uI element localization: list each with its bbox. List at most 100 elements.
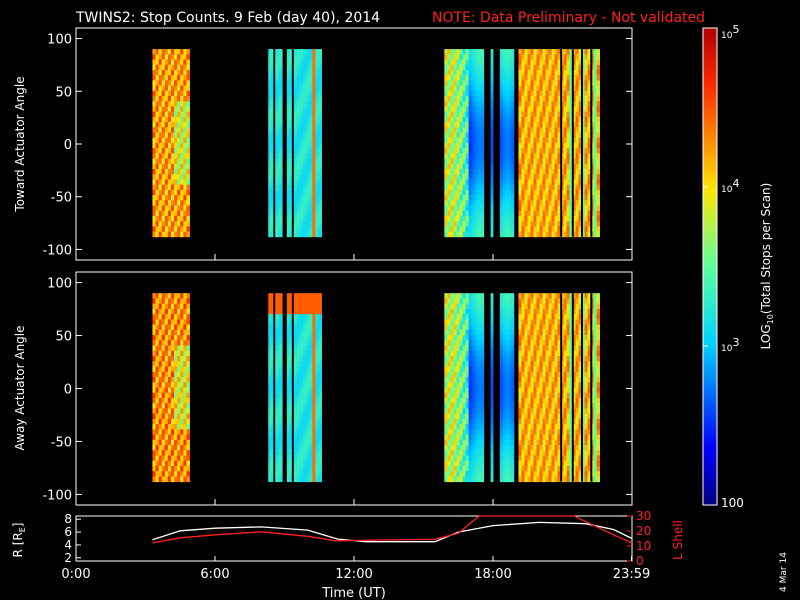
- heat-cell: [511, 210, 515, 217]
- heat-cell: [490, 413, 494, 420]
- heat-cell: [306, 127, 310, 133]
- heat-cell: [453, 345, 457, 352]
- heat-cell: [450, 350, 454, 357]
- heat-cell: [296, 122, 301, 128]
- heat-cell: [511, 137, 515, 144]
- heat-cell: [270, 329, 274, 336]
- heat-cell: [174, 158, 178, 165]
- heat-cell: [270, 80, 274, 86]
- heat-cell: [474, 132, 479, 139]
- heat-cell: [533, 361, 537, 367]
- heat-cell: [152, 434, 156, 441]
- heat-cell: [444, 434, 448, 441]
- heat-cell: [177, 335, 181, 341]
- heat-cell: [450, 439, 454, 446]
- heat-cell: [572, 392, 576, 399]
- heat-cell: [268, 455, 271, 462]
- heat-cell: [312, 439, 316, 446]
- heat-cell: [170, 205, 175, 212]
- heat-cell: [186, 392, 190, 399]
- heat-cell: [480, 96, 485, 102]
- heat-cell: [289, 80, 292, 86]
- heat-cell: [293, 424, 298, 430]
- heat-cell: [177, 350, 181, 357]
- heat-cell: [490, 450, 494, 456]
- heat-cell: [278, 345, 283, 352]
- heat-cell: [275, 408, 280, 415]
- heat-cell: [275, 106, 280, 113]
- heat-cell: [278, 142, 283, 149]
- heat-cell: [468, 356, 473, 362]
- heat-cell: [152, 85, 156, 92]
- heat-cell: [527, 476, 531, 483]
- heat-cell: [566, 460, 570, 467]
- heat-cell: [306, 142, 310, 149]
- heat-cell: [155, 169, 160, 175]
- heat-cell: [533, 200, 537, 206]
- heat-cell: [536, 80, 540, 86]
- data-gap-stripe: [581, 49, 583, 237]
- heat-cell: [566, 387, 570, 394]
- heat-cell: [315, 169, 319, 175]
- heat-cell: [536, 69, 540, 76]
- heat-cell: [303, 413, 307, 420]
- heat-cell: [505, 340, 509, 346]
- heat-cell: [521, 340, 525, 346]
- heat-cell: [293, 215, 298, 222]
- heat-cell: [533, 64, 537, 71]
- heat-cell: [312, 148, 316, 154]
- heat-cell: [447, 397, 451, 404]
- heat-cell: [270, 163, 274, 170]
- heat-cell: [183, 324, 187, 331]
- heat-cell: [474, 298, 479, 305]
- heat-cell: [155, 403, 160, 409]
- heat-cell: [545, 90, 549, 97]
- heat-cell: [278, 319, 283, 325]
- heat-cell: [161, 445, 166, 451]
- heat-cell: [318, 387, 322, 394]
- heat-cell: [155, 397, 160, 404]
- heat-cell: [545, 356, 549, 362]
- heat-cell: [161, 226, 166, 232]
- heat-cell: [539, 366, 543, 373]
- heat-cell: [569, 303, 573, 310]
- heat-cell: [270, 205, 274, 212]
- heat-cell: [286, 293, 290, 299]
- heat-cell: [444, 142, 448, 149]
- heat-cell: [468, 64, 473, 71]
- heat-cell: [155, 382, 160, 388]
- heat-cell: [164, 303, 169, 310]
- heat-cell: [557, 226, 561, 232]
- heat-cell: [527, 163, 531, 170]
- heat-cell: [318, 450, 322, 456]
- heat-cell: [511, 450, 515, 456]
- heat-cell: [572, 350, 576, 357]
- heat-cell: [468, 106, 473, 113]
- heat-cell: [505, 450, 509, 456]
- heat-cell: [170, 465, 175, 472]
- heat-cell: [275, 127, 280, 133]
- heat-cell: [505, 403, 509, 409]
- heat-cell: [444, 392, 448, 399]
- heat-cell: [447, 96, 451, 102]
- heat-cell: [536, 403, 540, 409]
- heat-cell: [524, 127, 528, 133]
- heat-cell: [554, 361, 558, 367]
- heat-cell: [456, 314, 460, 320]
- heat-cell: [575, 189, 579, 196]
- heat-cell: [289, 408, 292, 415]
- heat-cell: [530, 106, 534, 113]
- heat-cell: [453, 96, 457, 102]
- heat-cell: [548, 127, 552, 133]
- heat-cell: [465, 153, 469, 159]
- heat-cell: [161, 450, 166, 456]
- heat-cell: [490, 465, 494, 472]
- heat-cell: [152, 413, 156, 420]
- heat-cell: [581, 205, 585, 212]
- heat-cell: [315, 200, 319, 206]
- heat-cell: [296, 460, 301, 467]
- heat-cell: [174, 445, 178, 451]
- heat-cell: [560, 221, 564, 227]
- heat-cell: [462, 96, 466, 102]
- heat-cell: [505, 127, 509, 133]
